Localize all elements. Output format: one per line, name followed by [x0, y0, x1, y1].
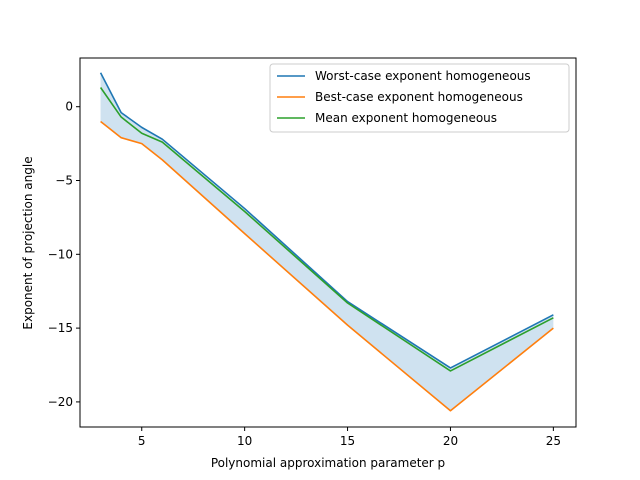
worst-case-line [99, 72, 554, 369]
lines-layer [99, 72, 554, 412]
y-tick-label: −5 [55, 174, 73, 188]
x-tick-label: 25 [546, 434, 561, 448]
legend-label-best: Best-case exponent homogeneous [315, 90, 523, 104]
best-case-line [100, 120, 554, 412]
x-tick-label: 15 [340, 434, 355, 448]
plot-frame [79, 57, 577, 428]
legend: Worst-case exponent homogeneous Best-cas… [269, 63, 570, 133]
y-tick-label: 0 [65, 100, 73, 114]
y-axis-label: Exponent of projection angle [21, 156, 35, 329]
y-tick-label: −15 [48, 321, 73, 335]
x-tick-label: 5 [138, 434, 146, 448]
y-axis: 0 −5 −10 −15 −20 [48, 100, 80, 409]
y-tick-label: −20 [48, 395, 73, 409]
mean-line [99, 87, 554, 372]
x-tick-label: 20 [443, 434, 458, 448]
legend-label-worst: Worst-case exponent homogeneous [315, 69, 531, 83]
y-tick-label: −10 [48, 247, 73, 261]
legend-box [269, 63, 570, 133]
x-tick-label: 10 [237, 434, 252, 448]
legend-label-mean: Mean exponent homogeneous [315, 111, 497, 125]
x-axis: 5 10 15 20 25 [138, 427, 561, 448]
x-axis-label: Polynomial approximation parameter p [211, 456, 445, 470]
